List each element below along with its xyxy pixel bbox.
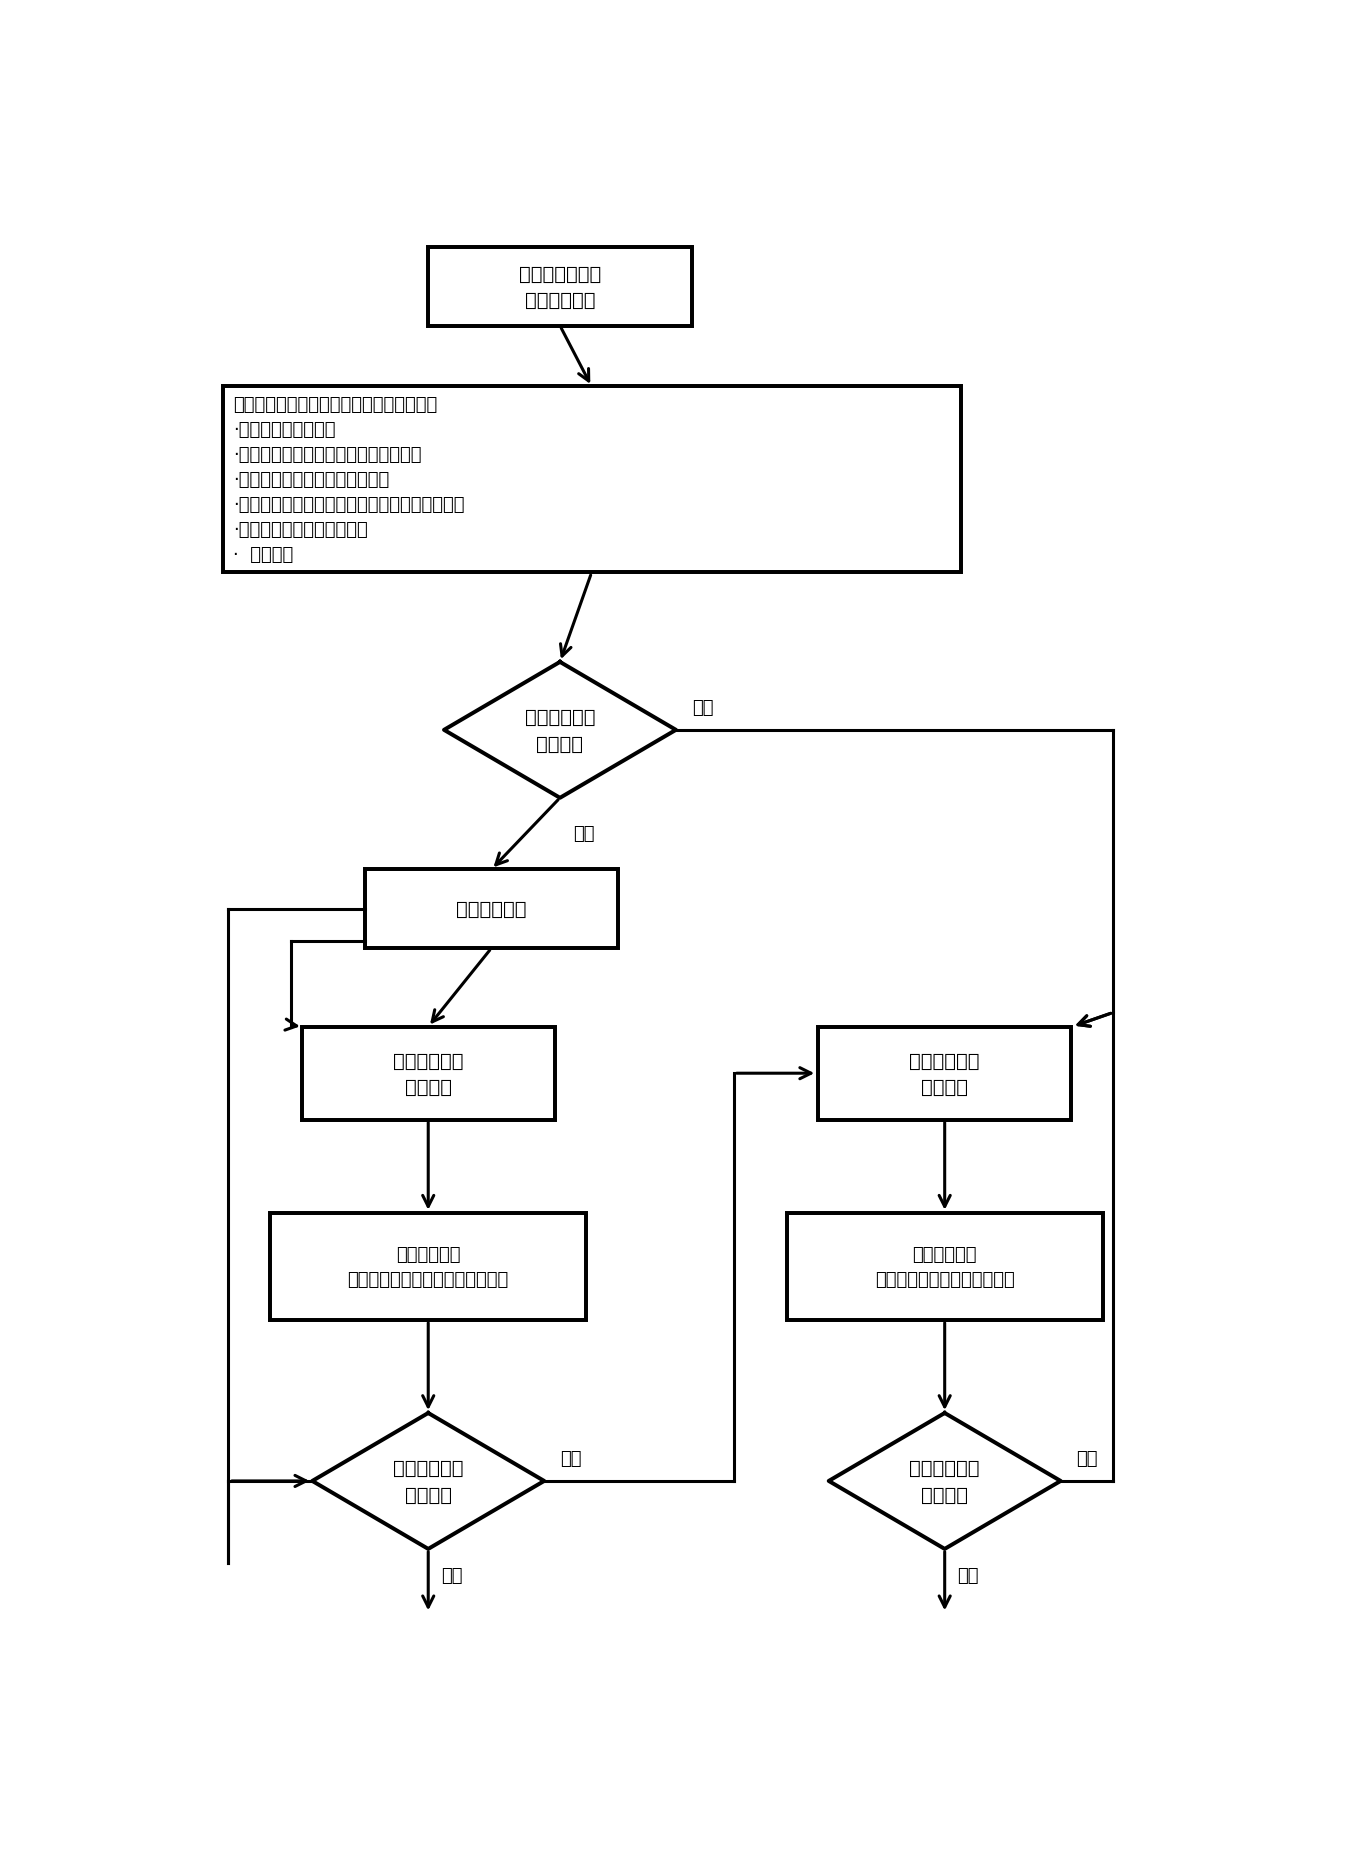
Text: 检测眼部位置（检测对象区域：图像全体）
·生成灰度图像的层次
·检测像素集合区域（眼部位置候补区）
·选择左右成对的眼部位置候补区
·对全部层次中的眼部位置候补: 检测眼部位置（检测对象区域：图像全体） ·生成灰度图像的层次 ·检测像素集合区域… — [234, 396, 465, 565]
Text: 成功: 成功 — [957, 1565, 979, 1584]
Polygon shape — [443, 663, 676, 799]
Text: 获取下一帧的
脸部图像: 获取下一帧的 脸部图像 — [910, 1051, 981, 1096]
Text: 失败: 失败 — [560, 1448, 582, 1467]
FancyBboxPatch shape — [223, 388, 960, 574]
FancyBboxPatch shape — [302, 1027, 555, 1120]
FancyBboxPatch shape — [819, 1027, 1072, 1120]
Text: 获取动态图像的
帧的脸部图像: 获取动态图像的 帧的脸部图像 — [520, 264, 601, 310]
Text: 判断眼部位置
是否适当: 判断眼部位置 是否适当 — [393, 1458, 464, 1504]
Polygon shape — [313, 1413, 544, 1549]
Text: 成功: 成功 — [573, 825, 594, 841]
Text: 检测眼部位置
（检测对象区域：图像全体）: 检测眼部位置 （检测对象区域：图像全体） — [874, 1246, 1015, 1289]
Text: 获取下一帧的
脸部图像: 获取下一帧的 脸部图像 — [393, 1051, 464, 1096]
Text: 失败: 失败 — [692, 698, 713, 717]
Text: 判断眼部位置
是否适当: 判断眼部位置 是否适当 — [525, 708, 596, 754]
Polygon shape — [828, 1413, 1061, 1549]
FancyBboxPatch shape — [428, 247, 692, 327]
FancyBboxPatch shape — [271, 1213, 586, 1320]
Text: 判断眼部位置
是否适当: 判断眼部位置 是否适当 — [910, 1458, 981, 1504]
FancyBboxPatch shape — [364, 869, 617, 949]
FancyBboxPatch shape — [786, 1213, 1103, 1320]
Text: 检测眼部位置
（检测对象区域：记录位置周边）: 检测眼部位置 （检测对象区域：记录位置周边） — [348, 1246, 509, 1289]
Text: 成功: 成功 — [441, 1565, 462, 1584]
Text: 失败: 失败 — [1077, 1448, 1098, 1467]
Text: 记录眼部位置: 记录眼部位置 — [456, 899, 526, 919]
